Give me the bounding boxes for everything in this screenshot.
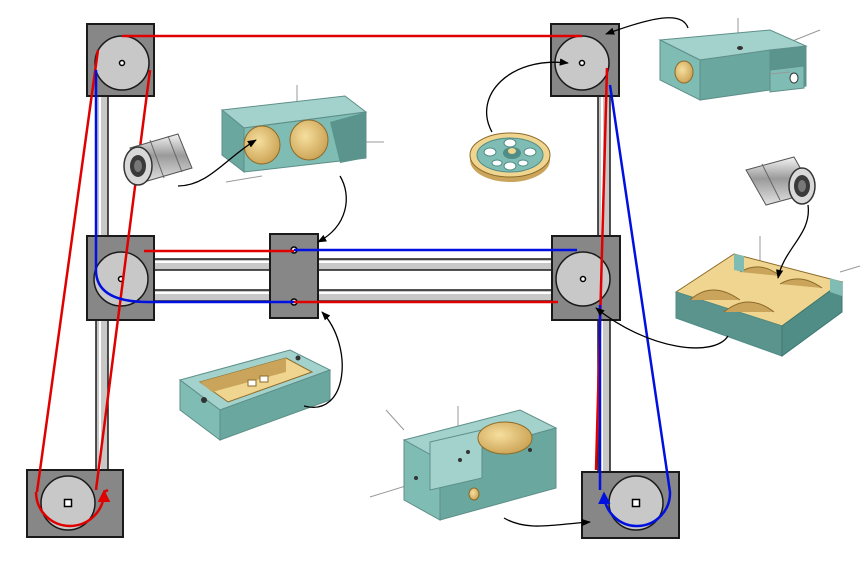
- leader-wheel-to-pulley: [486, 58, 569, 133]
- leader-carriage-block-to-carriage: [303, 311, 343, 408]
- idler-bracket-icon: [658, 18, 821, 101]
- leader-block-to-carriage: [317, 175, 347, 243]
- leader-bearing-to-block: [177, 139, 257, 187]
- linear-bearing-icon: [123, 133, 193, 186]
- leader-cradle-to-bracket: [595, 307, 729, 349]
- bearing-cradle-icon: [674, 236, 861, 357]
- linear-bearing-icon: [745, 156, 816, 206]
- leader-idler-to-pulley: [605, 17, 689, 35]
- belt-red: [34, 34, 609, 528]
- pulley-wheel-icon: [469, 132, 551, 182]
- bracket-top-left: [86, 23, 155, 97]
- leader-bearing-to-cradle: [776, 204, 809, 279]
- leader-lines: [177, 17, 809, 527]
- carriage: [269, 233, 319, 319]
- bracket-mid-right: [551, 235, 621, 321]
- motor-bracket-bottom-left: [26, 469, 124, 538]
- motor-mount-icon: [369, 406, 558, 521]
- carriage-block-icon: [178, 349, 332, 441]
- belt-blue: [94, 70, 672, 528]
- gantry-rail-bottom: [149, 289, 556, 302]
- motor-bracket-bottom-right: [581, 471, 680, 539]
- bearing-block-icon: [220, 85, 384, 183]
- leader-motor-mount-to-bracket: [503, 517, 591, 527]
- gantry-rail-top: [149, 258, 556, 271]
